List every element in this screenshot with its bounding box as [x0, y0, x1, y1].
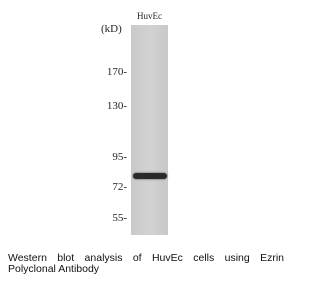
marker-label: 72-: [112, 181, 127, 193]
marker-label: 55-: [112, 212, 127, 224]
marker-label: 95-: [112, 151, 127, 163]
caption-line: Polyclonal Antibody: [8, 264, 284, 275]
figure: HuvEc (kD) 170- 130- 95- 72- 55- Western…: [0, 0, 291, 282]
lane-label: HuvEc: [131, 11, 168, 21]
blot-band: [133, 173, 167, 179]
marker-label: 170-: [107, 66, 127, 78]
blot-lane: [131, 25, 168, 235]
marker-label: 130-: [107, 100, 127, 112]
unit-label: (kD): [101, 23, 122, 35]
